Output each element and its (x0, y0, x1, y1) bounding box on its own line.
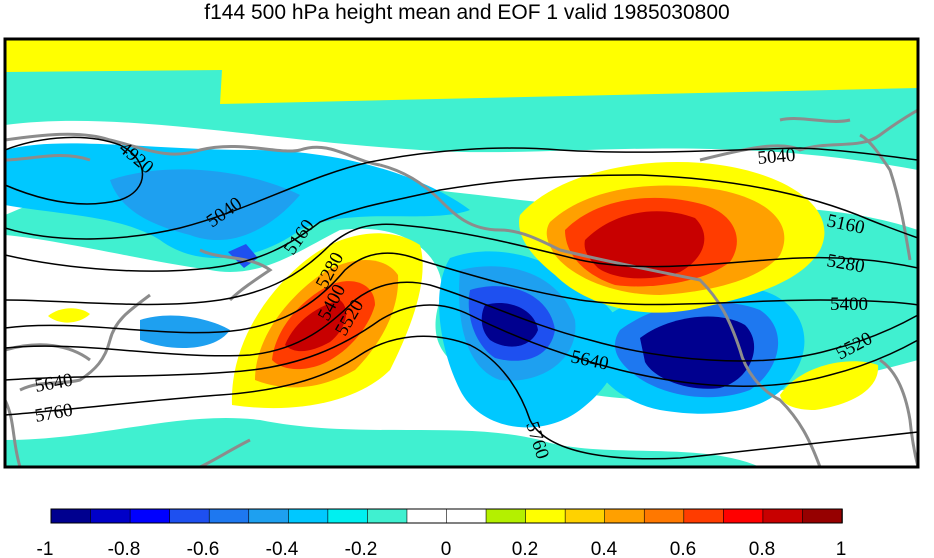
colorbar-tick: 0.8 (749, 539, 775, 558)
contour-5640 (5, 304, 918, 387)
negative-region (110, 169, 300, 241)
colorbar-box (525, 508, 566, 524)
positive-cell-west (285, 300, 347, 352)
colorbar-tick: 0 (441, 539, 452, 558)
colorbar-tick: 1 (836, 539, 847, 558)
colorbar-box (169, 508, 210, 524)
positive-patch (780, 361, 879, 410)
colorbar-box (485, 508, 527, 524)
contour-5160 (5, 174, 918, 272)
colorbar-box (723, 508, 764, 524)
colorbar-box (802, 508, 843, 524)
coastline (5, 108, 918, 467)
colorbar-tick: -0.4 (266, 539, 299, 558)
colorbar-box (564, 508, 606, 524)
contour-5400 (5, 252, 918, 334)
colorbar-box (327, 508, 369, 524)
colorbar-box (129, 508, 171, 524)
colorbar-tick: -0.6 (187, 539, 220, 558)
height-contours (5, 136, 918, 460)
colorbar-box (50, 508, 92, 524)
negative-region (140, 315, 230, 349)
negative-cell-central (481, 302, 538, 347)
contour-label-5400: 5400 (830, 294, 868, 315)
colorbar-tick: 0.6 (670, 539, 696, 558)
contour-5280 (5, 223, 918, 306)
contour-5040 (5, 147, 918, 240)
colorbar-box (367, 508, 408, 524)
colorbar-box (287, 508, 329, 524)
contour-4920 (5, 136, 144, 205)
map-frame (3, 37, 920, 469)
map-title: f144 500 hPa height mean and EOF 1 valid… (204, 1, 730, 24)
colorbar-box (406, 508, 448, 524)
colorbar-box (90, 508, 131, 524)
colorbar-ticks: -1 -0.8 -0.6 -0.4 -0.2 0 0.2 0.4 0.6 0.8… (37, 539, 847, 558)
colorbar-box (248, 508, 290, 524)
positive-patch (48, 308, 90, 323)
negative-cell-east (640, 316, 755, 389)
colorbar-outline (50, 508, 843, 524)
colorbar-tick: -0.2 (345, 539, 378, 558)
colorbar-tick: -1 (37, 539, 54, 558)
colorbar-boxes (50, 508, 843, 524)
colorbar-box (762, 508, 804, 524)
contour-5520 (5, 281, 918, 362)
colorbar-box (643, 508, 685, 524)
colorbar-box (446, 508, 487, 524)
colorbar-tick: -0.8 (108, 539, 141, 558)
colorbar-tick: 0.4 (591, 539, 618, 558)
contour-5760 (5, 335, 918, 460)
contour-label-5040: 5040 (757, 145, 797, 169)
colorbar-box (208, 508, 250, 524)
colorbar-box (604, 508, 646, 524)
colorbar-tick: 0.2 (512, 539, 538, 558)
positive-region-north (5, 39, 918, 104)
colorbar-box (683, 508, 725, 524)
